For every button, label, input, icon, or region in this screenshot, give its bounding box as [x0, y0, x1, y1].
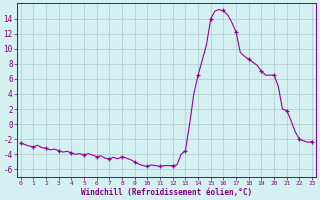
X-axis label: Windchill (Refroidissement éolien,°C): Windchill (Refroidissement éolien,°C) [81, 188, 252, 197]
